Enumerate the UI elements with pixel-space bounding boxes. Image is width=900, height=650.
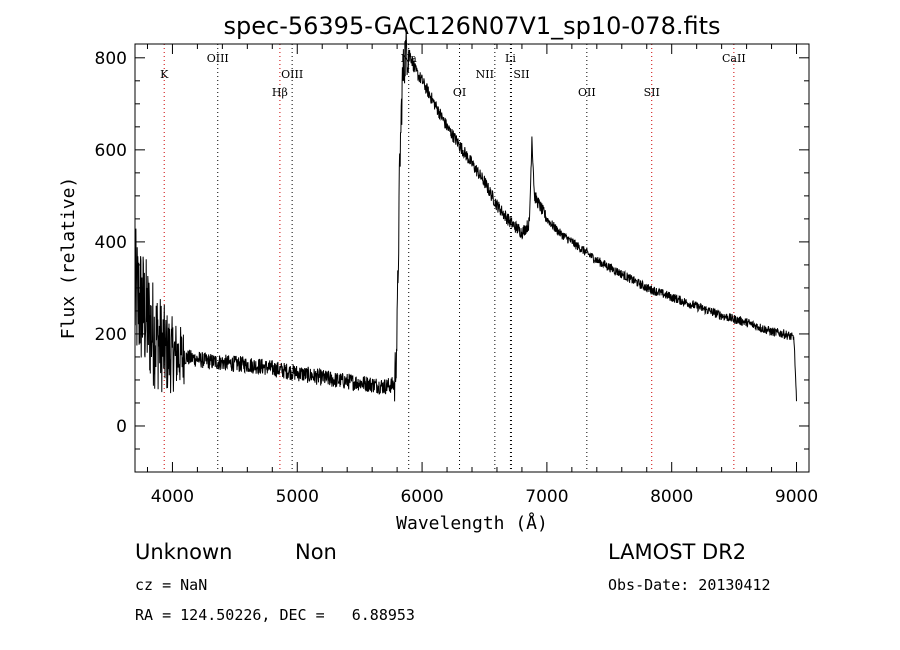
spectrum-line	[134, 28, 797, 402]
plot-frame	[134, 43, 810, 473]
x-tick-label: 6000	[400, 487, 443, 507]
y-tick-label: 200	[95, 325, 127, 345]
spectral-line-label: SII	[644, 86, 660, 99]
coordinates: RA = 124.50226, DEC = 6.88953	[135, 606, 415, 624]
y-tick-label: 800	[95, 49, 127, 69]
spectral-line-label: Hβ	[272, 86, 288, 99]
spectral-line-label: OI	[453, 86, 466, 99]
cz-value: cz = NaN	[135, 576, 208, 594]
axis-ticks: 4000 5000 6000 7000 8000 9000 0 200 400 600 800	[95, 44, 818, 507]
x-tick-label: 8000	[650, 487, 693, 507]
y-tick-label: 600	[95, 141, 127, 161]
spectral-line-label: OIII	[281, 68, 303, 81]
x-tick-label: 9000	[775, 487, 818, 507]
spectral-line-label: Li	[505, 52, 516, 65]
y-tick-label: 0	[116, 417, 127, 437]
subclass-label: Non	[295, 540, 337, 564]
spectral-line-label: OIII	[207, 52, 229, 65]
x-tick-label: 5000	[276, 487, 319, 507]
x-tick-label: 4000	[151, 487, 194, 507]
x-axis-label: Wavelength (Å)	[396, 512, 548, 534]
spectral-line-label: K	[160, 68, 169, 81]
class-label: Unknown	[135, 540, 233, 564]
survey-label: LAMOST DR2	[608, 540, 747, 564]
chart-title: spec-56395-GAC126N07V1_sp10-078.fits	[224, 12, 721, 40]
obs-date: Obs-Date: 20130412	[608, 576, 771, 594]
spectral-line-label: SII	[513, 68, 529, 81]
x-tick-label: 7000	[525, 487, 568, 507]
spectral-line-label: NII	[476, 68, 494, 81]
spectral-line-label: OII	[578, 86, 596, 99]
spectral-line-label: CaII	[722, 52, 746, 65]
y-tick-label: 400	[95, 233, 127, 253]
y-axis-label: Flux (relative)	[58, 177, 79, 340]
